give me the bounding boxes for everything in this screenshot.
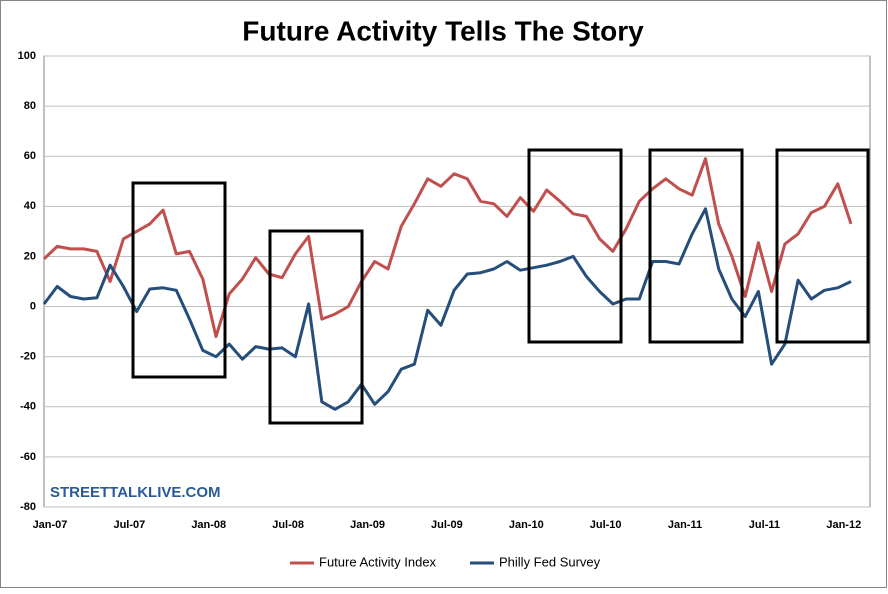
chart-title: Future Activity Tells The Story	[242, 15, 644, 46]
highlight-box	[775, 148, 870, 344]
y-tick-label: 0	[30, 300, 36, 312]
y-tick-label: 100	[18, 50, 36, 62]
highlight-box	[648, 148, 744, 344]
y-tick-label: 60	[24, 150, 36, 162]
data-line	[42, 157, 853, 339]
x-tick-label: Jul-09	[431, 519, 463, 531]
x-tick-label: Jul-11	[749, 519, 780, 531]
x-tick-label: Jan-07	[33, 519, 68, 531]
x-tick-label: Jul-07	[113, 519, 145, 531]
highlight-box	[268, 229, 364, 425]
x-tick-label: Jan-12	[826, 519, 861, 531]
x-tick-label: Jul-10	[590, 519, 622, 531]
x-tick-label: Jan-08	[191, 519, 226, 531]
y-tick-label: -20	[20, 351, 36, 363]
grid	[44, 55, 870, 508]
y-tick-label: 40	[24, 200, 36, 212]
x-tick-label: Jan-10	[509, 519, 544, 531]
watermark: STREETTALKLIVE.COM	[50, 484, 221, 501]
y-tick-label: 20	[24, 250, 36, 262]
data-line	[42, 207, 852, 411]
y-tick-label: -40	[20, 401, 36, 413]
highlight-box	[131, 181, 227, 379]
lines	[42, 157, 853, 411]
x-tick-label: Jan-09	[350, 519, 385, 531]
y-tick-label: -60	[20, 451, 36, 463]
legend-label: Future Activity Index	[319, 554, 437, 569]
y-tick-label: 80	[24, 100, 36, 112]
x-tick-label: Jul-08	[272, 519, 304, 531]
y-tick-label: -80	[20, 501, 36, 513]
highlight-box	[527, 148, 623, 344]
legend-label: Philly Fed Survey	[499, 554, 601, 569]
x-tick-label: Jan-11	[668, 519, 702, 531]
